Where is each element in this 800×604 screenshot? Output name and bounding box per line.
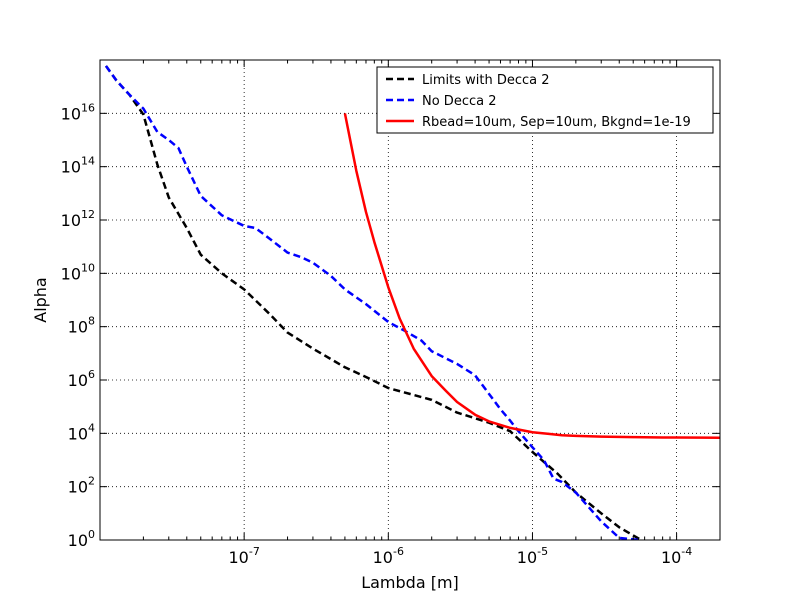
legend-entry-label: No Decca 2 <box>422 94 496 109</box>
y-tick-label: 1014 <box>61 155 95 177</box>
tick-layer: 10-7 10-6 10-5 10-4 100 102 104 106 108 1010 1012 1… <box>61 60 720 567</box>
y-tick-label: 1012 <box>61 208 95 230</box>
legend-box <box>376 66 714 134</box>
x-tick-label: 10-6 <box>373 545 404 567</box>
series-layer <box>104 65 720 540</box>
y-tick-label: 1010 <box>61 261 95 283</box>
series-line-2 <box>104 65 640 540</box>
legend: Limits with Decca 2 No Decca 2 Rbead=10um,… <box>376 66 714 134</box>
y-tick-label: 108 <box>68 315 95 337</box>
plot-background <box>100 60 720 540</box>
y-axis-label: Alpha <box>31 277 50 323</box>
series-line-3 <box>343 113 720 440</box>
x-tick-label: 10-4 <box>661 545 692 567</box>
legend-entry-label: Rbead=10um, Sep=10um, Bkgnd=1e-19 <box>422 115 691 130</box>
y-tick-label: 102 <box>68 475 95 497</box>
y-tick-label: 106 <box>68 368 95 390</box>
legend-entry-label: Limits with Decca 2 <box>422 73 550 88</box>
series-line-1 <box>104 65 640 540</box>
y-tick-label: 104 <box>68 421 95 443</box>
y-tick-label: 1016 <box>61 101 95 123</box>
plot-frame <box>99 59 721 541</box>
y-tick-label: 100 <box>68 528 95 550</box>
x-tick-label: 10-5 <box>517 545 548 567</box>
x-tick-label: 10-7 <box>228 545 259 567</box>
x-axis-label: Lambda [m] <box>361 573 459 592</box>
